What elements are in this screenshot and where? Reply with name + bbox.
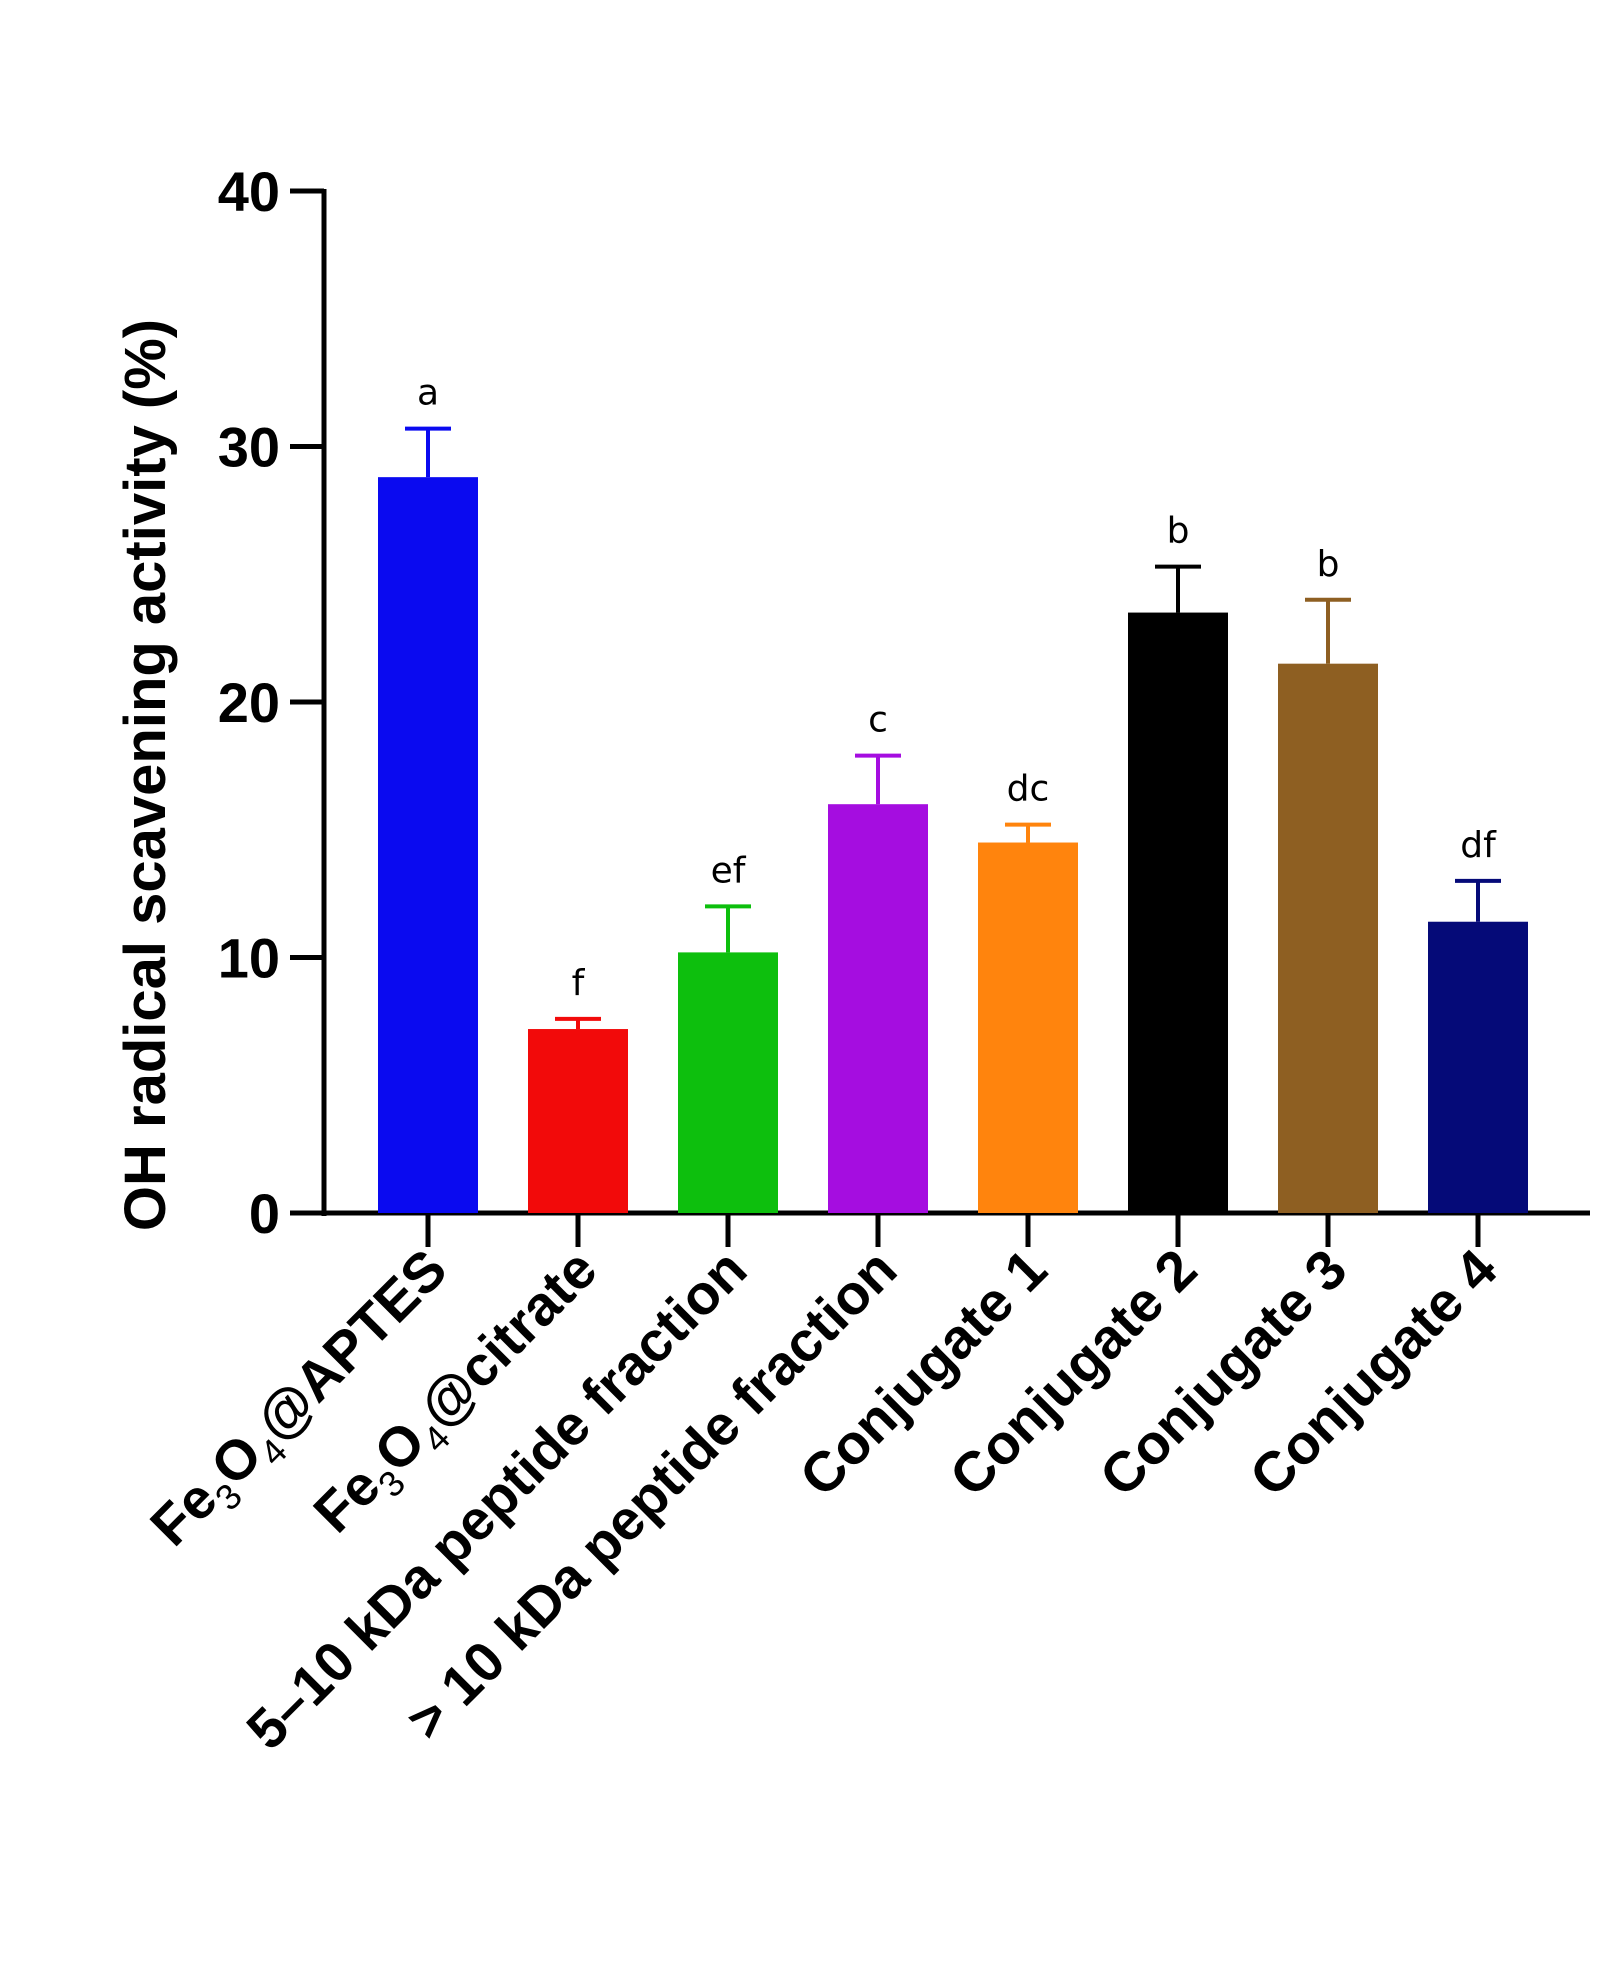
- y-tick-label: 30: [218, 416, 280, 479]
- y-tick-label: 0: [249, 1182, 280, 1245]
- y-axis-title: OH radical scavening activity (%): [113, 319, 178, 1231]
- y-tick-label: 40: [218, 160, 280, 223]
- x-axis: [322, 1210, 1590, 1247]
- bar: [1128, 612, 1228, 1213]
- significance-label: b: [1167, 511, 1190, 552]
- error-bar-group: [405, 426, 1501, 1030]
- bar: [828, 804, 928, 1213]
- bar: [1278, 663, 1378, 1213]
- bar: [528, 1029, 628, 1213]
- significance-label-group: a f ef c dc b b df: [417, 373, 1497, 1004]
- y-tick-label: 10: [218, 927, 280, 990]
- significance-label: a: [417, 373, 439, 414]
- bar: [378, 477, 478, 1213]
- significance-label: dc: [1007, 769, 1050, 810]
- significance-label: b: [1317, 544, 1340, 585]
- bar: [1428, 921, 1528, 1213]
- bar: [678, 952, 778, 1213]
- y-axis: 0 10 20 30 40: [218, 160, 327, 1245]
- significance-label: ef: [711, 850, 747, 891]
- y-tick-label: 20: [218, 671, 280, 734]
- significance-label: c: [868, 700, 888, 741]
- bar: [978, 842, 1078, 1213]
- significance-label: f: [572, 963, 586, 1004]
- significance-label: df: [1460, 825, 1497, 866]
- bar-series: [378, 477, 1528, 1213]
